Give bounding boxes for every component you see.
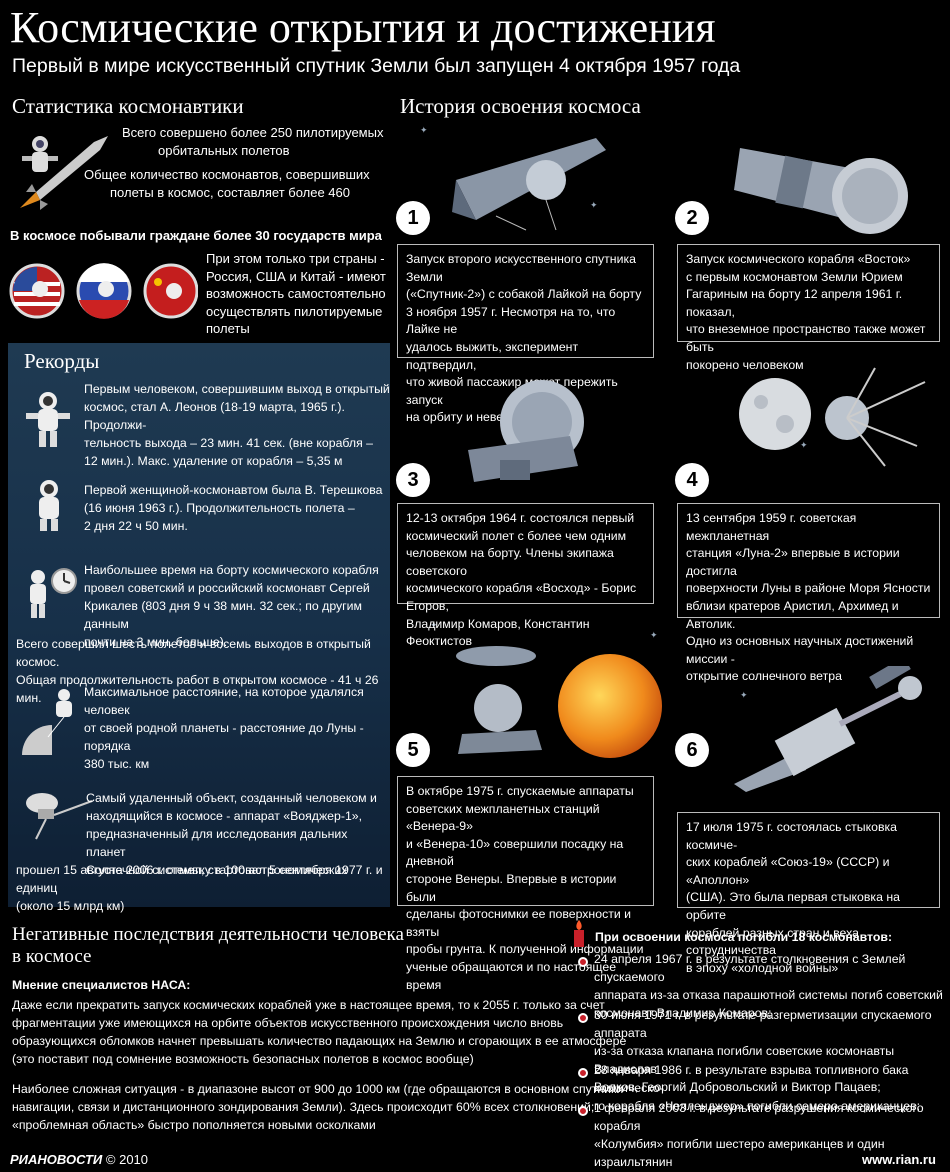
history-heading: История освоения космоса bbox=[400, 94, 641, 118]
record-5: Самый удаленный объект, созданный челове… bbox=[86, 791, 383, 877]
history-number-6: 6 bbox=[675, 733, 709, 767]
died-item-4: 1 февраля 2003 г. в результате разрушени… bbox=[594, 1101, 924, 1169]
luna-2-illustration bbox=[739, 367, 926, 467]
countries-text: При этом только три страны - Россия, США… bbox=[206, 251, 386, 336]
history-box-6: 17 июля 1975 г. состоялась стыковка косм… bbox=[677, 812, 940, 975]
footer-site-link[interactable]: www.rian.ru bbox=[862, 1152, 936, 1167]
record-1: Первым человеком, совершившим выход в от… bbox=[84, 382, 390, 468]
china-flag-icon bbox=[143, 263, 198, 319]
voyager-probe-icon bbox=[26, 793, 93, 840]
died-heading: При освоении космоса погибли 18 космонав… bbox=[595, 930, 893, 944]
record-2: Первой женщиной-космонавтом была В. Тере… bbox=[84, 483, 383, 533]
stats-line-1b: орбитальных полетов bbox=[158, 143, 290, 158]
died-bullet-1 bbox=[578, 957, 588, 967]
stats-line-1a: Всего совершено более 250 пилотируемых bbox=[122, 125, 384, 140]
history-box-2: Запуск космического корабля «Восток» с пе… bbox=[677, 244, 940, 372]
history-number-5: 5 bbox=[396, 733, 430, 767]
voskhod-illustration bbox=[468, 380, 584, 482]
history-number-1: 1 bbox=[396, 201, 430, 235]
stats-line-2a: Общее количество космонавтов, совершивши… bbox=[84, 167, 370, 182]
negative-paragraph-2: Наиболее сложная ситуация - в диапазоне … bbox=[12, 1082, 624, 1132]
nasa-opinion-label: Мнение специалистов НАСА: bbox=[12, 978, 191, 992]
venera-illustration bbox=[456, 646, 662, 758]
sputnik-2-illustration bbox=[452, 138, 606, 231]
stats-line-2b: полеты в космос, составляет более 460 bbox=[110, 185, 350, 200]
history-box-1: Запуск второго искусственного спутника З… bbox=[397, 244, 654, 424]
stats-heading: Статистика космонавтики bbox=[12, 94, 244, 118]
usa-flag-icon bbox=[9, 263, 65, 319]
spacewalker-icon bbox=[26, 392, 70, 447]
negative-heading: Негативные последствия деятельности чело… bbox=[12, 924, 404, 967]
died-item-3: 28 января 1986 г. в результате взрыва то… bbox=[594, 1063, 921, 1113]
russia-flag-icon bbox=[76, 263, 132, 319]
records-panel: Рекорды Первым человеком, совершившим вы… bbox=[8, 343, 390, 913]
footer-brand: РИАНОВОСТИ © 2010 bbox=[10, 1152, 149, 1167]
female-cosmonaut-icon bbox=[39, 480, 59, 531]
moon-astronaut-icon bbox=[22, 689, 72, 755]
history-box-4: 13 сентября 1959 г. советская межпланетн… bbox=[677, 503, 940, 683]
history-number-4: 4 bbox=[675, 463, 709, 497]
record-3: Наибольшее время на борту космического к… bbox=[84, 563, 379, 649]
history-number-2: 2 bbox=[675, 201, 709, 235]
died-item-2: 30 июня 1971 г. в результате разгерметиз… bbox=[594, 1008, 932, 1094]
page-title: Космические открытия и достижения bbox=[10, 3, 716, 52]
cosmonaut-clock-icon bbox=[30, 568, 77, 618]
record-3-extra: Всего совершил шесть полетов и восемь вы… bbox=[16, 637, 379, 705]
soyuz-apollo-illustration bbox=[734, 666, 922, 792]
vostok-illustration bbox=[734, 148, 908, 234]
record-5-extra: прошел 15 августа 2006 г. отметку в 100 … bbox=[16, 863, 348, 913]
history-number-3: 3 bbox=[396, 463, 430, 497]
died-bullet-2 bbox=[578, 1013, 588, 1023]
page-subtitle: Первый в мире искусственный спутник Земл… bbox=[12, 55, 741, 77]
history-box-5: В октябре 1975 г. спускаемые аппараты сов… bbox=[397, 776, 654, 992]
record-4: Максимальное расстояние, на которое удал… bbox=[84, 685, 364, 771]
died-item-1: 24 апреля 1967 г. в результате столкнове… bbox=[594, 952, 943, 1020]
records-heading: Рекорды bbox=[24, 349, 100, 373]
negative-paragraph-1: Даже если прекратить запуск космических … bbox=[12, 998, 627, 1066]
countries-heading: В космосе побывали граждане более 30 гос… bbox=[10, 228, 382, 243]
rocket-astronaut-icon bbox=[20, 136, 108, 210]
candle-icon bbox=[574, 920, 584, 947]
country-badges bbox=[9, 263, 198, 319]
died-bullet-3 bbox=[578, 1068, 588, 1078]
history-box-3: 12-13 октября 1964 г. состоялся первый ко… bbox=[397, 503, 654, 648]
died-bullet-4 bbox=[578, 1106, 588, 1116]
